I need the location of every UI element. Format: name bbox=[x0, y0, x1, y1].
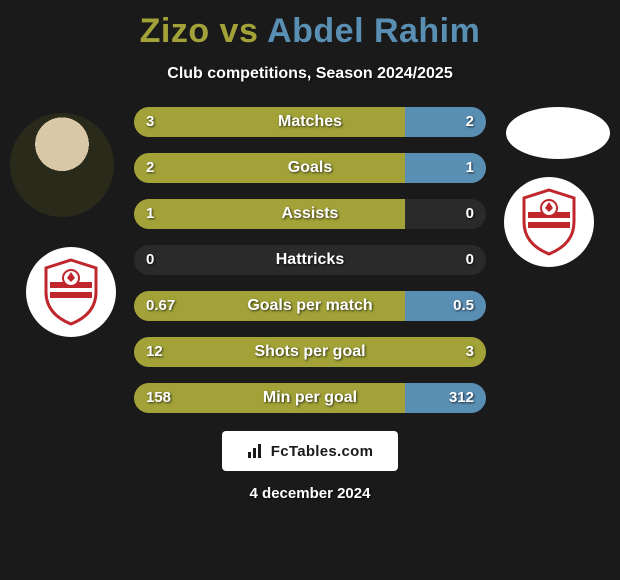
stat-row: Goals per match0.670.5 bbox=[134, 291, 486, 321]
comparison-title: Zizo vs Abdel Rahim bbox=[0, 0, 620, 51]
player1-avatar bbox=[10, 113, 114, 217]
stat-row: Min per goal158 312 bbox=[134, 383, 486, 413]
stat-value-right: 2 bbox=[454, 107, 486, 137]
comparison-arena: Matches32Goals21Assists10Hattricks00Goal… bbox=[0, 107, 620, 413]
stat-value-left: 158 bbox=[134, 383, 183, 413]
player2-club-badge bbox=[504, 177, 594, 267]
stat-label: Hattricks bbox=[134, 245, 486, 275]
stat-label: Assists bbox=[134, 199, 486, 229]
player1-name: Zizo bbox=[140, 12, 210, 50]
zamalek-shield-icon bbox=[42, 258, 100, 326]
stat-row: Assists1 0 bbox=[134, 199, 486, 229]
stat-value-left: 2 bbox=[134, 153, 166, 183]
stat-row: Shots per goal12 3 bbox=[134, 337, 486, 367]
chart-icon bbox=[247, 443, 265, 459]
stat-label: Shots per goal bbox=[134, 337, 486, 367]
stat-value-right: 0.5 bbox=[441, 291, 486, 321]
player1-club-badge bbox=[26, 247, 116, 337]
brand-text: FcTables.com bbox=[271, 443, 374, 460]
stat-label: Goals bbox=[134, 153, 486, 183]
subtitle: Club competitions, Season 2024/2025 bbox=[0, 65, 620, 83]
player2-avatar bbox=[506, 107, 610, 159]
stat-label: Min per goal bbox=[134, 383, 486, 413]
stat-value-right: 1 bbox=[454, 153, 486, 183]
player2-name: Abdel Rahim bbox=[267, 12, 480, 50]
stat-row: Hattricks0 0 bbox=[134, 245, 486, 275]
zamalek-shield-icon bbox=[520, 188, 578, 256]
snapshot-date: 4 december 2024 bbox=[0, 485, 620, 502]
stat-value-right: 312 bbox=[437, 383, 486, 413]
vs-separator: vs bbox=[220, 12, 259, 50]
stat-value-left: 0.67 bbox=[134, 291, 187, 321]
stat-value-left: 1 bbox=[134, 199, 166, 229]
stat-bars: Matches32Goals21Assists10Hattricks00Goal… bbox=[134, 107, 486, 413]
stat-value-left: 12 bbox=[134, 337, 175, 367]
stat-value-right: 0 bbox=[454, 245, 486, 275]
stat-value-left: 3 bbox=[134, 107, 166, 137]
stat-label: Matches bbox=[134, 107, 486, 137]
stat-value-right: 0 bbox=[454, 199, 486, 229]
stat-row: Goals2 1 bbox=[134, 153, 486, 183]
stat-value-right: 3 bbox=[454, 337, 486, 367]
stat-value-left: 0 bbox=[134, 245, 166, 275]
stat-row: Matches3 2 bbox=[134, 107, 486, 137]
fctables-logo[interactable]: FcTables.com bbox=[222, 431, 398, 471]
